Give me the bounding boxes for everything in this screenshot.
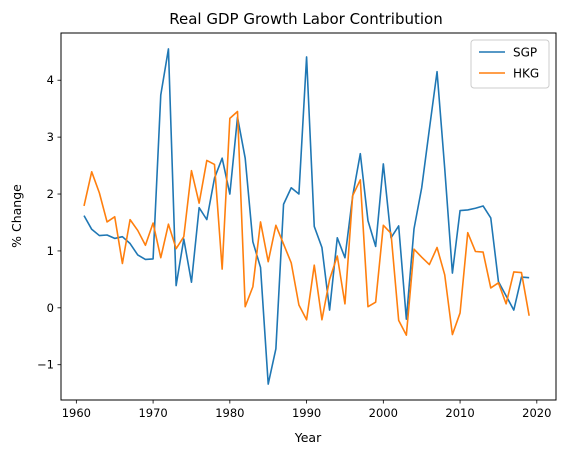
legend: SGP HKG xyxy=(470,39,550,89)
x-tick-label: 1990 xyxy=(292,406,321,420)
y-tick-label: 0 xyxy=(47,301,54,315)
x-axis-title: Year xyxy=(294,430,322,445)
x-tick-label: 1970 xyxy=(138,406,167,420)
y-tick-label: 4 xyxy=(47,73,54,87)
chart-title: Real GDP Growth Labor Contribution xyxy=(169,10,442,28)
series-line-hkg xyxy=(83,110,530,336)
y-axis: −1 0 1 2 3 4 xyxy=(37,73,61,372)
legend-label-sgp: SGP xyxy=(513,46,537,60)
x-tick-label: 2000 xyxy=(369,406,398,420)
y-tick-label: 2 xyxy=(47,187,54,201)
x-axis: 1960 1970 1980 1990 2000 2010 2020 xyxy=(62,400,551,420)
y-tick-label: 3 xyxy=(47,130,54,144)
y-axis-title: % Change xyxy=(9,184,24,248)
legend-label-hkg: HKG xyxy=(513,67,539,81)
legend-box xyxy=(470,39,550,89)
x-tick-label: 1960 xyxy=(62,406,91,420)
plot-area xyxy=(83,48,530,385)
plot-frame xyxy=(60,32,557,401)
x-tick-label: 2010 xyxy=(445,406,474,420)
series-line-sgp xyxy=(83,48,530,385)
x-tick-label: 1980 xyxy=(215,406,244,420)
y-tick-label: −1 xyxy=(37,358,54,372)
x-tick-label: 2020 xyxy=(522,406,551,420)
y-tick-label: 1 xyxy=(47,244,54,258)
